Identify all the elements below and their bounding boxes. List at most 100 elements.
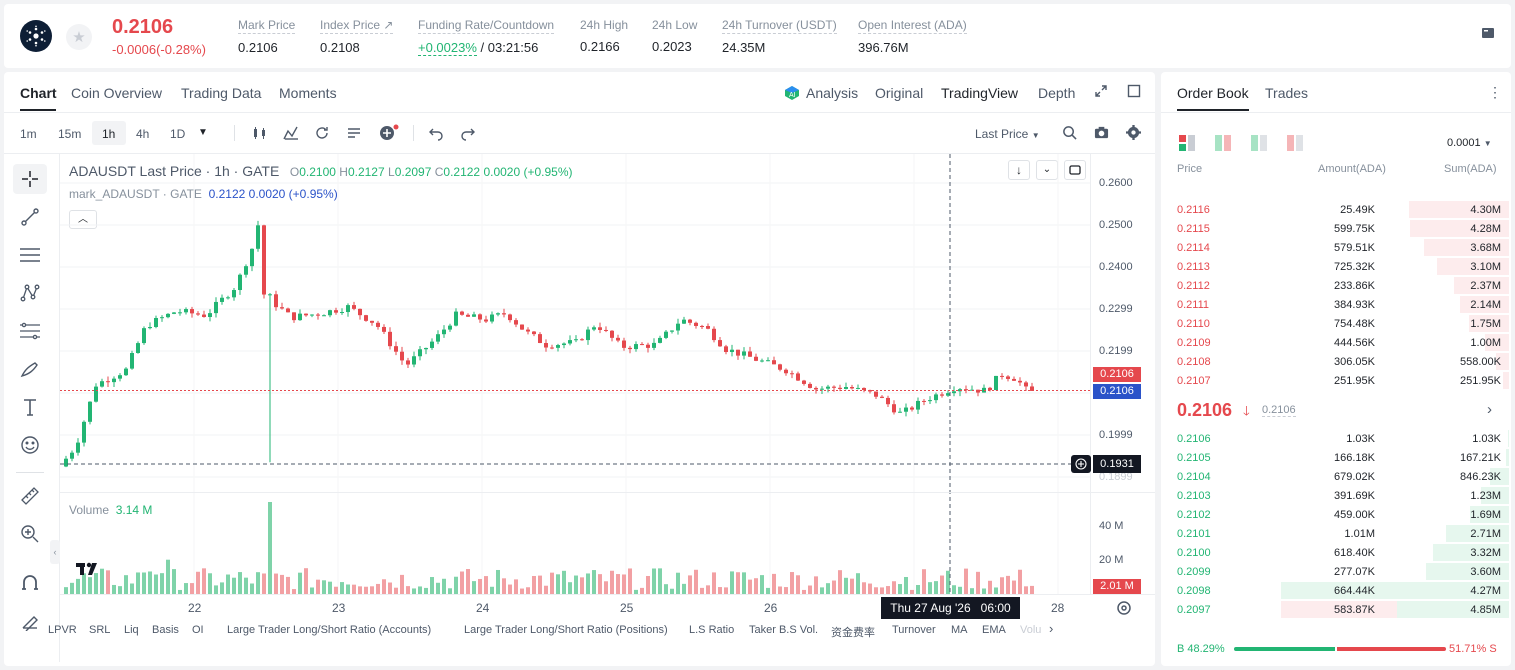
window-icon[interactable] — [1126, 84, 1142, 101]
bid-row[interactable]: 0.2106 1.03K 1.03K — [1169, 429, 1509, 448]
indicator-ma[interactable]: MA — [951, 624, 968, 636]
collapse-tools-icon[interactable]: ‹ — [50, 540, 60, 564]
view-tradingview[interactable]: TradingView — [941, 85, 1019, 101]
refresh-icon[interactable] — [314, 125, 330, 144]
tab-moments[interactable]: Moments — [279, 85, 337, 101]
ask-row[interactable]: 0.2107 251.95K 251.95K — [1169, 371, 1509, 390]
view-asks-icon[interactable] — [1287, 135, 1303, 156]
indicator-ls-ratio[interactable]: L.S Ratio — [689, 624, 735, 636]
chart-settings-icon[interactable] — [1116, 600, 1134, 618]
price-type-select[interactable]: Last Price ▼ — [975, 127, 1040, 141]
bid-row[interactable]: 0.2102 459.00K 1.69M — [1169, 505, 1509, 524]
expand-icon[interactable] — [1093, 84, 1109, 101]
bid-row[interactable]: 0.2105 166.18K 167.21K — [1169, 448, 1509, 467]
zoom-in-tool-icon[interactable] — [13, 519, 47, 549]
parallel-lines-tool-icon[interactable] — [13, 240, 47, 270]
view-depth[interactable]: Depth — [1038, 85, 1076, 101]
volume-bar — [478, 578, 482, 594]
indicator-volume[interactable]: Volu — [1020, 624, 1042, 636]
view-split-icon[interactable] — [1215, 135, 1231, 156]
ask-row[interactable]: 0.2115 599.75K 4.28M — [1169, 219, 1509, 238]
indicators-icon[interactable] — [283, 125, 299, 144]
timeframe-1m[interactable]: 1m — [20, 127, 37, 141]
pattern-tool-icon[interactable] — [13, 278, 47, 308]
indicator-taker-vol[interactable]: Taker B.S Vol. — [749, 624, 819, 636]
ask-row[interactable]: 0.2113 725.32K 3.10M — [1169, 257, 1509, 276]
search-icon[interactable] — [1062, 125, 1077, 143]
maximize-pane-icon[interactable] — [1064, 160, 1086, 180]
book-icon[interactable] — [1481, 26, 1497, 42]
templates-icon[interactable] — [346, 125, 362, 144]
more-icon[interactable]: ⋮ — [1488, 84, 1502, 100]
timeframe-1d[interactable]: 1D — [170, 127, 186, 141]
candlestick-chart[interactable] — [60, 154, 1090, 594]
candle-body — [574, 339, 578, 341]
timeframe-15m[interactable]: 15m — [58, 127, 82, 141]
indicator-srl[interactable]: SRL — [89, 624, 111, 636]
candle-body — [286, 308, 290, 313]
brush-tool-icon[interactable] — [13, 354, 47, 384]
ask-row[interactable]: 0.2109 444.56K 1.00M — [1169, 333, 1509, 352]
view-analysis[interactable]: Analysis — [806, 85, 859, 101]
ruler-tool-icon[interactable] — [13, 481, 47, 511]
indicator-oi[interactable]: OI — [192, 624, 204, 636]
lock-drawings-icon[interactable] — [13, 606, 47, 636]
stat-index-price[interactable]: Index Price ↗ 0.2108 — [320, 18, 394, 55]
candle-type-icon[interactable] — [252, 125, 268, 144]
indicator-liq[interactable]: Liq — [124, 624, 139, 636]
emoji-tool-icon[interactable] — [13, 430, 47, 460]
redo-icon[interactable] — [460, 125, 476, 144]
chevron-right-icon[interactable]: › — [1487, 401, 1492, 418]
tab-order-book[interactable]: Order Book — [1177, 85, 1249, 101]
timeframe-1h[interactable]: 1h — [102, 127, 116, 141]
ask-row[interactable]: 0.2111 384.93K 2.14M — [1169, 295, 1509, 314]
favorite-star-icon[interactable]: ★ — [66, 24, 92, 50]
ask-amount: 599.75K — [1334, 223, 1375, 235]
magnet-tool-icon[interactable] — [13, 568, 47, 598]
view-bids-icon[interactable] — [1251, 135, 1267, 156]
collapse-legend-button[interactable]: ︿ — [69, 210, 97, 229]
scroll-down-icon[interactable]: ↓ — [1008, 160, 1030, 180]
ask-row[interactable]: 0.2108 306.05K 558.00K — [1169, 352, 1509, 371]
gear-icon[interactable] — [1126, 125, 1141, 143]
bid-row[interactable]: 0.2104 679.02K 846.23K — [1169, 467, 1509, 486]
text-tool-icon[interactable] — [13, 392, 47, 422]
indicator-lpvr[interactable]: LPVR — [48, 624, 77, 636]
tab-chart[interactable]: Chart — [20, 85, 57, 101]
precision-select[interactable]: 0.0001 ▼ — [1447, 137, 1492, 149]
fib-tool-icon[interactable] — [13, 316, 47, 346]
indicator-ema[interactable]: EMA — [982, 624, 1006, 636]
crosshair-tool-icon[interactable] — [13, 164, 47, 194]
ask-row[interactable]: 0.2112 233.86K 2.37M — [1169, 276, 1509, 295]
bid-row[interactable]: 0.2099 277.07K 3.60M — [1169, 562, 1509, 581]
indicator-turnover[interactable]: Turnover — [892, 624, 936, 636]
chevron-right-icon[interactable]: › — [1049, 621, 1054, 636]
candle-body — [442, 329, 446, 335]
add-alert-icon[interactable] — [1071, 455, 1091, 473]
ask-row[interactable]: 0.2116 25.49K 4.30M — [1169, 200, 1509, 219]
trend-line-tool-icon[interactable] — [13, 202, 47, 232]
bid-row[interactable]: 0.2097 583.87K 4.85M — [1169, 600, 1509, 619]
ask-row[interactable]: 0.2114 579.51K 3.68M — [1169, 238, 1509, 257]
indicator-basis[interactable]: Basis — [152, 624, 179, 636]
ask-row[interactable]: 0.2110 754.48K 1.75M — [1169, 314, 1509, 333]
add-indicator-icon[interactable] — [378, 124, 400, 145]
indicator-ls-positions[interactable]: Large Trader Long/Short Ratio (Positions… — [464, 624, 668, 636]
bid-row[interactable]: 0.2101 1.01M 2.71M — [1169, 524, 1509, 543]
candle-body — [994, 375, 998, 391]
indicator-funding-rate[interactable]: 资金费率 — [831, 626, 875, 639]
undo-icon[interactable] — [428, 125, 444, 144]
bid-row[interactable]: 0.2100 618.40K 3.32M — [1169, 543, 1509, 562]
tab-coin-overview[interactable]: Coin Overview — [71, 85, 163, 101]
timeframe-4h[interactable]: 4h — [136, 127, 150, 141]
bid-row[interactable]: 0.2098 664.44K 4.27M — [1169, 581, 1509, 600]
camera-icon[interactable] — [1094, 125, 1109, 143]
indicator-ls-accounts[interactable]: Large Trader Long/Short Ratio (Accounts) — [227, 624, 432, 636]
view-both-icon[interactable] — [1179, 135, 1195, 156]
tab-trading-data[interactable]: Trading Data — [181, 85, 262, 101]
tab-trades[interactable]: Trades — [1265, 85, 1309, 101]
bid-row[interactable]: 0.2103 391.69K 1.23M — [1169, 486, 1509, 505]
candle-body — [418, 349, 422, 357]
view-original[interactable]: Original — [875, 85, 924, 101]
timeframe-dropdown-icon[interactable]: ▼ — [198, 127, 208, 138]
